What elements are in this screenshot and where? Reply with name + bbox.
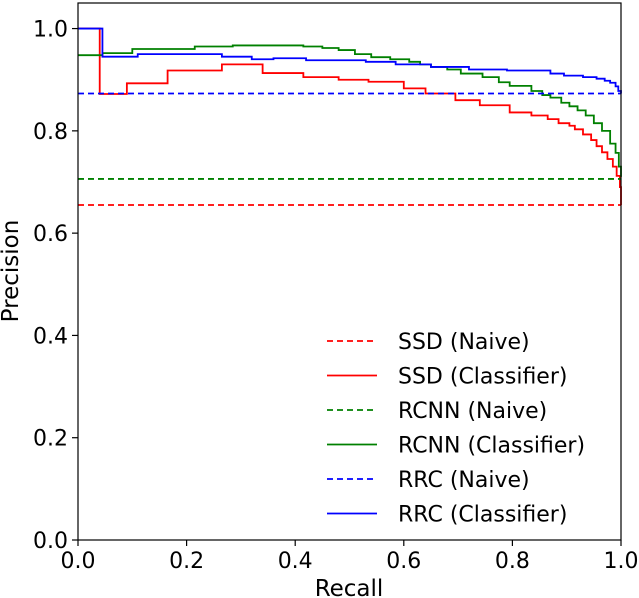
x-tick-label: 0.8 [495, 549, 530, 574]
plot-frame [77, 2, 622, 541]
series-line-ssd-classifier [78, 27, 622, 206]
plot-lines [78, 27, 622, 206]
legend-label: SSD (Naive) [398, 330, 530, 355]
y-tick-label: 0.8 [33, 120, 68, 145]
y-tick-label: 0.4 [33, 324, 68, 349]
legend-label: RCNN (Classifier) [398, 434, 585, 459]
y-tick-label: 0.2 [33, 427, 68, 452]
series-line-rcnn-classifier [78, 44, 622, 177]
y-axis-label: Precision [0, 220, 24, 323]
legend-label: RRC (Classifier) [398, 503, 567, 528]
y-tick-label: 0.6 [33, 222, 68, 247]
axis-ticks: 0.0 0.2 0.4 0.6 0.8 1.0 0.0 0.2 0.4 0.6 0.8 1.0 [33, 18, 639, 574]
y-tick-label: 0.0 [33, 529, 68, 554]
x-axis-label: Recall [315, 576, 384, 598]
legend-label: SSD (Classifier) [398, 365, 567, 390]
x-tick-label: 1.0 [604, 549, 639, 574]
legend-label: RCNN (Naive) [398, 399, 547, 424]
y-tick-label: 1.0 [33, 18, 68, 43]
x-tick-label: 0.6 [386, 549, 421, 574]
legend: SSD (Naive) SSD (Classifier) RCNN (Naive) R… [327, 330, 585, 528]
x-tick-label: 0.4 [278, 549, 313, 574]
series-line-rrc-classifier [78, 27, 622, 94]
x-tick-label: 0.0 [61, 549, 96, 574]
legend-label: RRC (Naive) [398, 468, 530, 493]
x-tick-label: 0.2 [169, 549, 204, 574]
